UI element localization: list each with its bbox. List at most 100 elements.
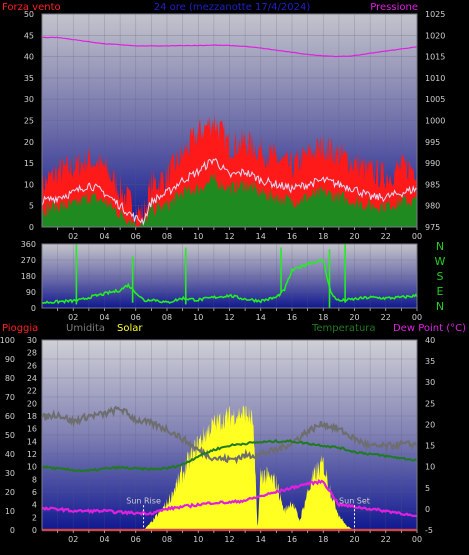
x-tick-label: 10 — [193, 535, 203, 544]
temperature-label: Temperatura — [311, 323, 376, 334]
y-tick-label-pressure: 1020 — [425, 31, 445, 40]
y-tick-label-pressure: 990 — [425, 159, 440, 168]
x-tick-label: 18 — [318, 313, 328, 322]
y-tick-label-rain: 12 — [27, 450, 37, 459]
y-tick-label-wind: 10 — [24, 180, 34, 189]
x-tick-label: 06 — [131, 313, 141, 322]
x-tick-label: 12 — [224, 313, 234, 322]
sunrise-label: Sun Rise — [126, 496, 161, 505]
direction-plot-area — [42, 244, 417, 308]
x-tick-label: 14 — [256, 313, 266, 322]
compass-label: N — [436, 300, 444, 313]
x-tick-label: 06 — [131, 232, 141, 241]
x-tick-label: 12 — [224, 535, 234, 544]
temperature-line — [41, 438, 418, 473]
wind-direction-line — [41, 258, 418, 305]
y-tick-label-humidity: 10 — [5, 507, 15, 516]
x-tick-label: 02 — [68, 313, 78, 322]
solar-radiation-area — [143, 404, 355, 530]
y-tick-label-rain: 16 — [27, 425, 37, 434]
y-tick-label-temperature: 35 — [425, 357, 435, 366]
x-tick-label: 18 — [318, 535, 328, 544]
y-tick-label-pressure: 1010 — [425, 74, 445, 83]
y-tick-label-direction: 270 — [21, 256, 36, 265]
x-tick-label: 02 — [68, 232, 78, 241]
dewpoint-label: Dew Point (°C) — [393, 323, 466, 334]
y-tick-label-wind: 50 — [24, 10, 34, 19]
y-tick-label-wind: 30 — [24, 95, 34, 104]
y-tick-label-temperature: 25 — [425, 399, 435, 408]
y-tick-label-rain: 20 — [27, 399, 37, 408]
x-tick-label: 02 — [68, 535, 78, 544]
y-tick-label-wind: 0 — [29, 223, 34, 232]
x-tick-label: 16 — [287, 313, 297, 322]
y-tick-label-humidity: 70 — [5, 393, 15, 402]
y-tick-label-pressure: 985 — [425, 180, 440, 189]
x-tick-label: 00 — [412, 232, 422, 241]
compass-label: E — [437, 285, 444, 298]
rain-label: Pioggia — [2, 323, 38, 334]
x-tick-label: 16 — [287, 232, 297, 241]
humidity-line — [41, 405, 418, 465]
humidity-label: Umidita — [66, 323, 105, 334]
y-tick-label-temperature: 10 — [425, 463, 435, 472]
x-tick-label: 04 — [99, 313, 109, 322]
y-tick-label-direction: 0 — [31, 304, 36, 313]
wind-speed-line — [41, 157, 418, 226]
pressure-label: Pressione — [370, 2, 418, 13]
compass-label: W — [435, 255, 446, 268]
y-tick-label-pressure: 975 — [425, 223, 440, 232]
y-tick-label-humidity: 20 — [5, 488, 15, 497]
y-tick-label-rain: 6 — [32, 488, 37, 497]
y-tick-label-pressure: 980 — [425, 202, 440, 211]
pressure-line — [42, 36, 418, 58]
y-tick-label-temperature: 15 — [425, 442, 435, 451]
solar-label: Solar — [117, 323, 143, 334]
x-tick-label: 22 — [381, 232, 391, 241]
y-tick-label-humidity: 90 — [5, 355, 15, 364]
x-tick-label: 16 — [287, 535, 297, 544]
y-tick-label-rain: 18 — [27, 412, 37, 421]
y-tick-label-temperature: 0 — [425, 505, 430, 514]
x-tick-label: 22 — [381, 535, 391, 544]
y-tick-label-rain: 4 — [32, 501, 37, 510]
y-tick-label-rain: 8 — [32, 475, 37, 484]
x-tick-label: 10 — [193, 313, 203, 322]
y-tick-label-wind: 5 — [29, 202, 34, 211]
x-tick-label: 14 — [256, 232, 266, 241]
y-tick-label-pressure: 1000 — [425, 117, 445, 126]
y-tick-label-humidity: 60 — [5, 412, 15, 421]
x-tick-label: 14 — [256, 535, 266, 544]
y-tick-label-pressure: 1015 — [425, 53, 445, 62]
x-tick-label: 00 — [412, 535, 422, 544]
y-tick-label-wind: 35 — [24, 74, 34, 83]
x-tick-label: 20 — [349, 313, 359, 322]
y-tick-label-rain: 10 — [27, 463, 37, 472]
y-tick-label-temperature: -5 — [425, 526, 433, 535]
y-tick-label-temperature: 40 — [425, 336, 435, 345]
y-tick-label-temperature: 30 — [425, 378, 435, 387]
y-tick-label-temperature: 5 — [425, 484, 430, 493]
y-tick-label-rain: 22 — [27, 387, 37, 396]
y-tick-label-pressure: 1005 — [425, 95, 445, 104]
y-tick-label-humidity: 100 — [0, 336, 15, 345]
x-tick-label: 22 — [381, 313, 391, 322]
panel-border — [41, 339, 418, 531]
y-tick-label-direction: 90 — [26, 288, 36, 297]
panel-border — [41, 243, 418, 309]
y-tick-label-wind: 40 — [24, 53, 34, 62]
y-tick-label-direction: 180 — [21, 272, 36, 281]
y-tick-label-humidity: 50 — [5, 431, 15, 440]
y-tick-label-humidity: 30 — [5, 469, 15, 478]
x-tick-label: 04 — [99, 232, 109, 241]
x-tick-label: 12 — [224, 232, 234, 241]
y-tick-label-rain: 0 — [32, 526, 37, 535]
y-tick-label-rain: 26 — [27, 361, 37, 370]
y-tick-label-temperature: 20 — [425, 420, 435, 429]
x-tick-label: 20 — [349, 535, 359, 544]
y-tick-label-rain: 14 — [27, 437, 37, 446]
x-tick-label: 08 — [162, 232, 172, 241]
x-tick-label: 08 — [162, 535, 172, 544]
